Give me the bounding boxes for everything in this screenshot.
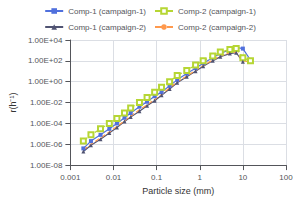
svg-text:1.00E-02: 1.00E-02	[30, 98, 63, 107]
svg-text:1.00E+00: 1.00E+00	[28, 77, 63, 86]
svg-text:1: 1	[198, 173, 203, 182]
svg-text:1.00E-08: 1.00E-08	[30, 161, 63, 170]
svg-text:0.001: 0.001	[60, 173, 81, 182]
svg-text:Particle size (mm): Particle size (mm)	[142, 186, 214, 196]
svg-text:1.00E-06: 1.00E-06	[30, 140, 63, 149]
svg-text:0.01: 0.01	[106, 173, 122, 182]
svg-text:100: 100	[279, 173, 293, 182]
svg-text:0.1: 0.1	[151, 173, 163, 182]
svg-text:1.00E+04: 1.00E+04	[28, 36, 63, 45]
svg-text:Comp-2 (campaign-2): Comp-2 (campaign-2)	[178, 23, 256, 32]
svg-text:1.00E+02: 1.00E+02	[28, 56, 63, 65]
svg-text:Comp-2 (campaign-1): Comp-2 (campaign-1)	[178, 7, 256, 16]
svg-text:Comp-1 (campaign-1): Comp-1 (campaign-1)	[68, 7, 146, 16]
svg-text:r(h⁻¹): r(h⁻¹)	[8, 93, 18, 113]
svg-text:10: 10	[238, 173, 247, 182]
svg-text:Comp-1 (campaign-2): Comp-1 (campaign-2)	[68, 23, 146, 32]
svg-text:1.00E-04: 1.00E-04	[30, 119, 63, 128]
